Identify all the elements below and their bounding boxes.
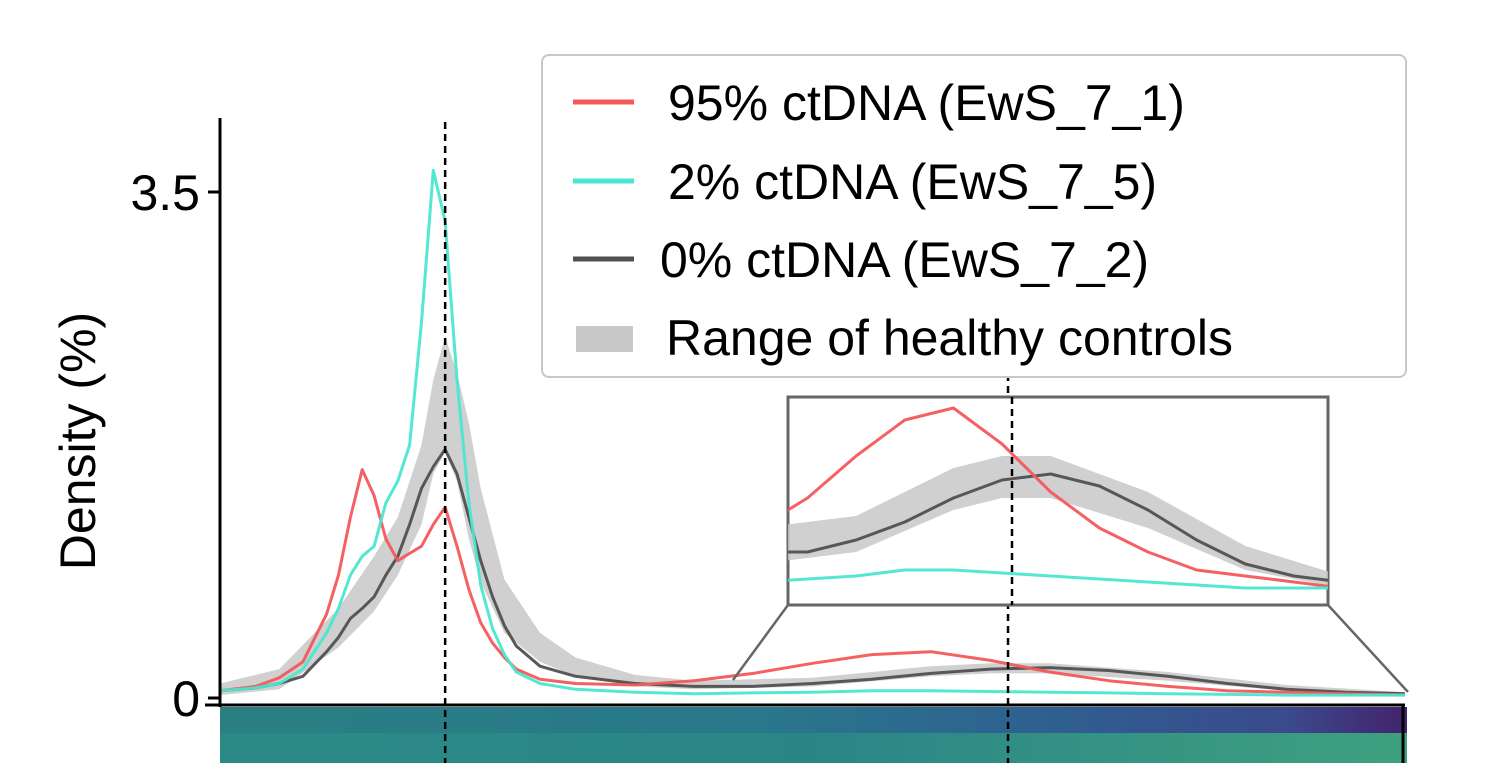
y-tick-label-0: 0 [172,671,200,727]
legend: 95% ctDNA (EwS_7_1) 2% ctDNA (EwS_7_5) 0… [541,54,1407,378]
inset-healthy-range-area [788,456,1328,586]
healthy-range-area [220,336,1405,696]
y-tick-label-1: 3.5 [130,165,200,221]
inset-series-line-0 [788,406,1328,588]
inset-series-line-1 [788,568,1328,590]
series-line-2 [219,447,1406,696]
series-line-1 [219,168,1405,697]
healthy-range-band [220,336,1405,696]
y-axis: 03.5 [130,118,222,727]
legend-label-1: 2% ctDNA (EwS_7_5) [668,154,1157,210]
reference-lines [443,122,1010,763]
y-axis-title: Density (%) [50,312,106,570]
series-layer [219,168,1406,697]
legend-item-1: 2% ctDNA (EwS_7_5) [573,154,1157,210]
inset-zoom [786,395,1330,607]
legend-swatch-band [576,326,633,352]
legend-label-2: 0% ctDNA (EwS_7_2) [660,232,1149,288]
legend-label-0: 95% ctDNA (EwS_7_1) [668,75,1185,131]
legend-label-3: Range of healthy controls [666,310,1233,366]
series-line-0 [219,468,1406,697]
legend-item-0: 95% ctDNA (EwS_7_1) [573,75,1185,131]
legend-item-2: 0% ctDNA (EwS_7_2) [573,232,1149,288]
legend-box [541,54,1407,378]
inset-series-line-2 [788,472,1328,582]
legend-item-3: Range of healthy controls [576,310,1233,366]
heatmap-strip [220,705,1407,763]
inset-connector [731,604,1409,693]
